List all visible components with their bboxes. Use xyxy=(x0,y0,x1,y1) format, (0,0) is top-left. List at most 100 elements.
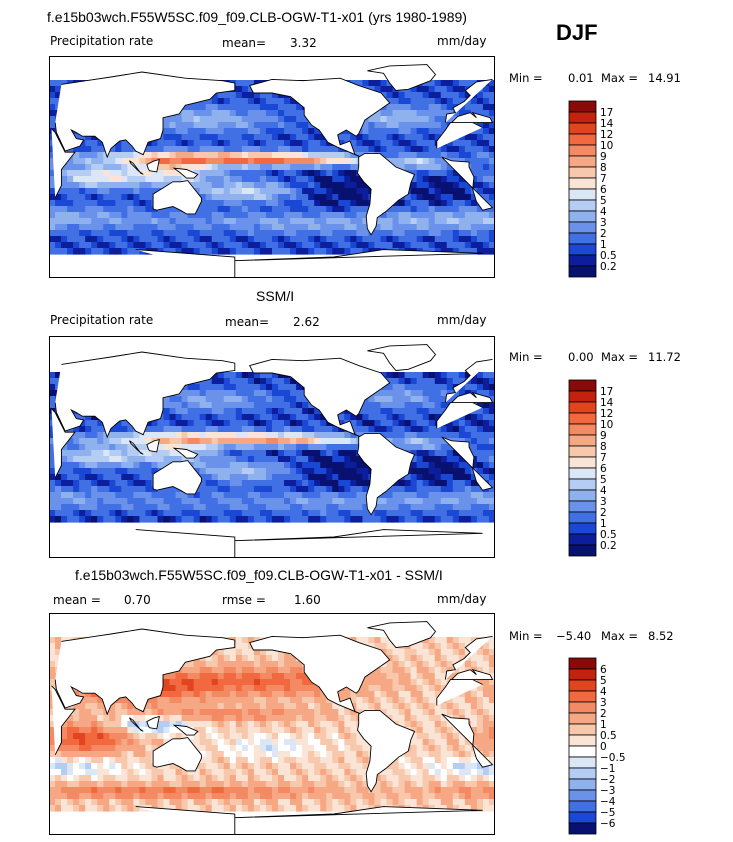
field-cell xyxy=(241,685,249,692)
field-cell xyxy=(127,188,134,195)
field-cell xyxy=(434,462,442,469)
field-cell xyxy=(332,426,339,433)
field-cell xyxy=(488,492,495,499)
field-cell xyxy=(235,146,243,153)
colorbar-tick-label: 3 xyxy=(600,217,607,229)
field-cell xyxy=(290,408,297,415)
field-cell xyxy=(302,703,309,710)
field-cell xyxy=(229,164,237,171)
field-cell xyxy=(79,456,86,463)
field-cell xyxy=(428,486,436,493)
field-cell xyxy=(121,438,128,445)
field-cell xyxy=(398,236,406,243)
field-cell xyxy=(145,146,153,153)
field-cell xyxy=(410,462,418,469)
field-cell xyxy=(193,408,201,415)
field-cell xyxy=(187,110,195,117)
field-cell xyxy=(434,110,442,117)
field-cell xyxy=(211,655,219,662)
field-cell xyxy=(332,236,339,243)
field-cell xyxy=(368,420,376,427)
field-cell xyxy=(446,456,454,463)
field-cell xyxy=(97,498,104,505)
field-cell xyxy=(344,438,351,445)
field-cell xyxy=(67,492,74,499)
field-cell xyxy=(187,230,195,237)
field-cell xyxy=(488,98,495,105)
field-cell xyxy=(115,140,122,147)
field-cell xyxy=(235,462,243,469)
panel-3-units: mm/day xyxy=(437,592,487,606)
field-cell xyxy=(440,474,448,481)
field-cell xyxy=(91,504,98,511)
field-cell xyxy=(49,104,56,111)
field-cell xyxy=(109,498,116,505)
field-cell xyxy=(482,110,490,117)
field-cell xyxy=(278,164,285,171)
field-cell xyxy=(416,372,424,379)
field-cell xyxy=(320,212,327,219)
field-cell xyxy=(169,396,177,403)
field-cell xyxy=(416,146,424,153)
field-cell xyxy=(253,182,261,189)
field-cell xyxy=(217,673,225,680)
field-cell xyxy=(374,510,382,517)
field-cell xyxy=(199,673,207,680)
field-cell xyxy=(241,200,249,207)
field-cell xyxy=(205,206,213,213)
field-cell xyxy=(199,152,207,159)
field-cell xyxy=(470,224,478,231)
field-cell xyxy=(422,438,430,445)
field-cell xyxy=(139,456,147,463)
field-cell xyxy=(350,236,357,243)
field-cell xyxy=(49,510,56,517)
field-cell xyxy=(241,230,249,237)
field-cell xyxy=(163,224,171,231)
field-cell xyxy=(55,504,62,511)
field-cell xyxy=(241,128,249,135)
field-cell xyxy=(193,444,201,451)
field-cell xyxy=(151,176,159,183)
field-cell xyxy=(265,206,273,213)
field-cell xyxy=(169,116,177,123)
field-cell xyxy=(193,384,201,391)
field-cell xyxy=(272,667,279,674)
field-cell xyxy=(488,432,495,439)
field-cell xyxy=(121,474,128,481)
field-cell xyxy=(284,414,291,421)
field-cell xyxy=(127,492,134,499)
field-cell xyxy=(296,444,303,451)
field-cell xyxy=(199,158,207,165)
field-cell xyxy=(296,510,303,517)
field-cell xyxy=(434,92,442,99)
field-cell xyxy=(470,378,478,385)
field-cell xyxy=(259,673,267,680)
field-cell xyxy=(103,200,110,207)
field-cell xyxy=(217,188,225,195)
field-cell xyxy=(398,140,406,147)
field-cell xyxy=(265,188,273,195)
field-cell xyxy=(265,158,273,165)
field-cell xyxy=(247,146,255,153)
field-cell xyxy=(127,206,134,213)
field-cell xyxy=(296,384,303,391)
field-cell xyxy=(211,685,219,692)
field-cell xyxy=(434,384,442,391)
field-cell xyxy=(368,146,376,153)
field-cell xyxy=(85,444,92,451)
field-cell xyxy=(296,158,303,165)
field-cell xyxy=(97,438,104,445)
field-cell xyxy=(97,510,104,517)
field-cell xyxy=(49,170,56,177)
field-cell xyxy=(265,516,273,523)
field-cell xyxy=(175,444,183,451)
panel-3-mean-value: 0.70 xyxy=(124,593,151,607)
field-cell xyxy=(326,182,333,189)
field-cell xyxy=(446,637,454,644)
field-cell xyxy=(482,402,490,409)
field-cell xyxy=(211,200,219,207)
field-cell xyxy=(428,655,436,662)
field-cell xyxy=(398,504,406,511)
field-cell xyxy=(470,504,478,511)
panel-1-field-label: Precipitation rate xyxy=(50,34,154,48)
